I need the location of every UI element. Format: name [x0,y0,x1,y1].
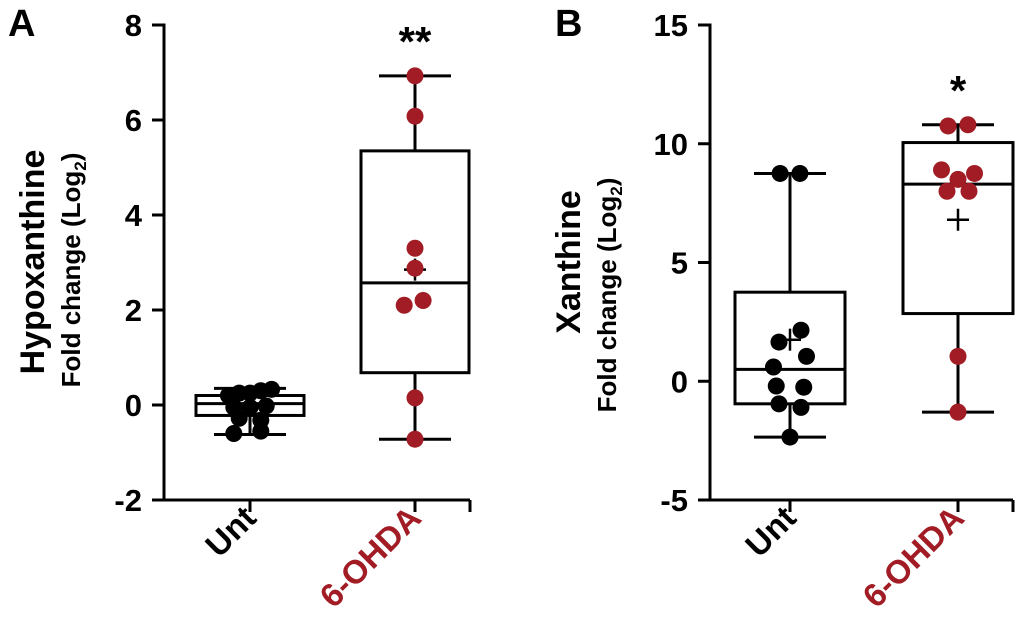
data-point [406,389,424,407]
y-tick-label: 4 [125,198,143,233]
data-point [395,296,413,314]
points-a [219,67,432,448]
category-label: 6-OHDA [855,499,971,615]
y-tick-label: 5 [671,246,688,281]
y-tick-label: -5 [660,483,688,518]
data-point [263,380,281,398]
data-point [252,422,270,440]
data-point [792,398,810,416]
data-point [959,116,977,134]
data-point [792,321,810,339]
data-point [771,164,789,182]
y-tick-label: 2 [125,293,142,328]
data-point [406,67,424,85]
significance-marker: * [950,67,967,114]
data-point [960,182,978,200]
data-point [406,239,424,257]
axes-a: -2 0 2 4 6 8 [114,8,472,518]
y-tick-label: 0 [125,388,142,423]
data-point [770,333,788,351]
data-point [225,425,243,442]
panel-letter-a: A [8,3,35,45]
panel-b: B Xanthine Fold change (Log2) -5 0 5 10 15 U… [550,3,1015,615]
y-tick-label: 0 [671,364,688,399]
y-tick-label: 15 [654,8,688,43]
significance-marker: ** [399,18,432,65]
data-point [966,164,983,182]
data-point [414,292,432,309]
y-tick-label: 8 [125,8,142,43]
data-point [949,170,967,188]
data-point [230,409,248,427]
data-point [406,107,424,125]
y-axis-title-a: Hypoxanthine [14,150,52,375]
y-tick-label: 6 [125,103,142,138]
y-tick-label: -2 [114,483,142,518]
data-point [767,377,785,395]
panel-a: A Hypoxanthine Fold change (Log2) -2 0 2 4 6… [8,3,472,615]
panel-letter-b: B [555,3,582,45]
y-axis-title-b: Xanthine [550,190,588,334]
data-point [949,403,967,421]
data-point [949,347,967,365]
data-point [257,397,275,415]
category-label: 6-OHDA [312,499,428,615]
data-point [795,378,813,396]
y-axis-subtitle-b: Fold change (Log2) [592,178,626,413]
data-point [791,164,809,182]
data-point [798,347,815,365]
data-point [765,358,782,376]
data-point [938,182,956,200]
y-tick-label: 10 [654,127,688,162]
data-point [770,395,788,413]
data-point [781,428,799,446]
data-point [241,398,259,416]
boxes-a [194,74,471,441]
category-label: Unt [198,499,263,564]
data-point [933,161,950,179]
axes-b: -5 0 5 10 15 [654,8,1015,518]
y-axis-subtitle-a: Fold change (Log2) [56,153,90,388]
data-point [406,430,424,448]
points-b [765,116,983,446]
data-point [406,259,424,277]
category-label: Unt [738,499,803,564]
data-point [939,117,957,135]
